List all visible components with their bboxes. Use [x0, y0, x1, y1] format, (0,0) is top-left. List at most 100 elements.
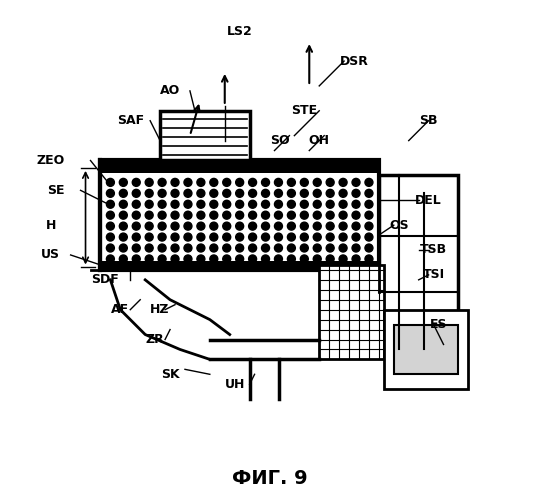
Circle shape	[313, 178, 321, 186]
Circle shape	[210, 222, 218, 230]
Circle shape	[274, 190, 282, 198]
Text: SE: SE	[47, 184, 65, 197]
Circle shape	[326, 211, 334, 219]
Circle shape	[158, 178, 166, 186]
Circle shape	[106, 222, 114, 230]
Circle shape	[365, 178, 373, 186]
Circle shape	[313, 190, 321, 198]
Circle shape	[300, 255, 308, 263]
Circle shape	[223, 244, 231, 252]
Circle shape	[326, 200, 334, 208]
Circle shape	[184, 222, 192, 230]
Circle shape	[184, 178, 192, 186]
Circle shape	[313, 233, 321, 241]
Text: STE: STE	[291, 104, 317, 118]
Circle shape	[197, 244, 205, 252]
Circle shape	[274, 200, 282, 208]
Circle shape	[158, 255, 166, 263]
Circle shape	[171, 233, 179, 241]
Circle shape	[210, 200, 218, 208]
Circle shape	[274, 233, 282, 241]
Circle shape	[339, 200, 347, 208]
Circle shape	[352, 233, 360, 241]
Circle shape	[158, 222, 166, 230]
Circle shape	[184, 200, 192, 208]
Circle shape	[145, 190, 153, 198]
Circle shape	[352, 255, 360, 263]
Text: AO: AO	[160, 84, 180, 98]
Circle shape	[210, 178, 218, 186]
Circle shape	[106, 233, 114, 241]
Circle shape	[365, 222, 373, 230]
Circle shape	[145, 178, 153, 186]
Text: OH: OH	[309, 134, 330, 147]
Circle shape	[339, 233, 347, 241]
Circle shape	[197, 200, 205, 208]
Text: US: US	[41, 248, 60, 262]
Circle shape	[145, 200, 153, 208]
Circle shape	[365, 211, 373, 219]
Circle shape	[223, 233, 231, 241]
Circle shape	[287, 211, 295, 219]
Circle shape	[313, 222, 321, 230]
Circle shape	[171, 244, 179, 252]
Circle shape	[210, 233, 218, 241]
Circle shape	[106, 178, 114, 186]
Circle shape	[210, 190, 218, 198]
Circle shape	[145, 222, 153, 230]
Text: ФИГ. 9: ФИГ. 9	[232, 469, 307, 488]
Circle shape	[184, 190, 192, 198]
Text: TSI: TSI	[423, 268, 445, 281]
Circle shape	[352, 178, 360, 186]
Circle shape	[236, 200, 244, 208]
Text: LS2: LS2	[227, 24, 253, 38]
Circle shape	[300, 190, 308, 198]
Circle shape	[274, 244, 282, 252]
Circle shape	[313, 255, 321, 263]
Circle shape	[352, 211, 360, 219]
Circle shape	[119, 200, 127, 208]
Circle shape	[132, 255, 140, 263]
Circle shape	[365, 233, 373, 241]
Circle shape	[326, 178, 334, 186]
FancyBboxPatch shape	[100, 160, 379, 270]
Circle shape	[287, 244, 295, 252]
Circle shape	[132, 233, 140, 241]
Circle shape	[171, 178, 179, 186]
Circle shape	[365, 200, 373, 208]
Circle shape	[261, 222, 270, 230]
Circle shape	[132, 190, 140, 198]
Circle shape	[326, 222, 334, 230]
Circle shape	[197, 211, 205, 219]
Circle shape	[132, 222, 140, 230]
Circle shape	[261, 244, 270, 252]
Circle shape	[261, 255, 270, 263]
Circle shape	[158, 190, 166, 198]
Text: SO: SO	[270, 134, 289, 147]
Circle shape	[145, 255, 153, 263]
Circle shape	[223, 211, 231, 219]
Circle shape	[145, 233, 153, 241]
Circle shape	[300, 222, 308, 230]
Circle shape	[248, 244, 257, 252]
Circle shape	[313, 244, 321, 252]
Circle shape	[339, 190, 347, 198]
Circle shape	[158, 233, 166, 241]
Circle shape	[171, 255, 179, 263]
Circle shape	[171, 211, 179, 219]
Text: SB: SB	[419, 114, 438, 127]
Circle shape	[119, 190, 127, 198]
Circle shape	[132, 244, 140, 252]
Circle shape	[145, 244, 153, 252]
Circle shape	[365, 255, 373, 263]
Circle shape	[119, 211, 127, 219]
Circle shape	[248, 200, 257, 208]
Circle shape	[339, 255, 347, 263]
Circle shape	[274, 255, 282, 263]
Circle shape	[223, 200, 231, 208]
Circle shape	[261, 200, 270, 208]
Text: SK: SK	[161, 368, 179, 381]
Circle shape	[197, 178, 205, 186]
Text: ZEO: ZEO	[37, 154, 65, 167]
Circle shape	[236, 211, 244, 219]
